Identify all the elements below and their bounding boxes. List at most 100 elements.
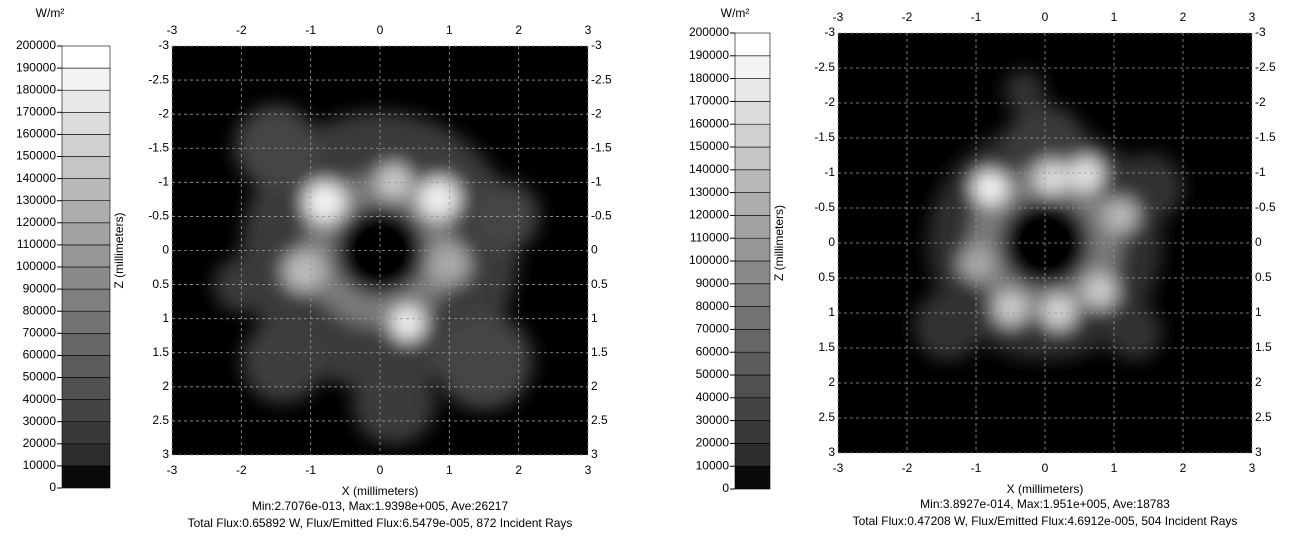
heat-spot	[376, 163, 412, 199]
x-tick-label-top: 0	[1042, 10, 1049, 24]
x-tick-label: -1	[305, 463, 316, 477]
x-tick-label: 0	[1042, 461, 1049, 475]
y-axis-label: Z (millimeters)	[112, 213, 126, 289]
y-tick-label-right: -2	[591, 106, 602, 120]
colorbar-tick-label: 10000	[696, 458, 730, 472]
y-tick-label: 2	[828, 375, 835, 389]
colorbar-tick-label: 150000	[689, 139, 729, 153]
y-tick-label: 1.5	[818, 340, 835, 354]
colorbar-tick-label: 170000	[16, 104, 56, 118]
colorbar-segment	[61, 288, 111, 312]
x-tick-label: 1	[446, 463, 453, 477]
colorbar-tick-label: 200000	[689, 25, 729, 39]
x-tick-label: -2	[902, 461, 913, 475]
y-tick-label: -0.5	[148, 209, 169, 223]
colorbar-tick-label: 20000	[23, 436, 57, 450]
colorbar-unit: W/m²	[36, 6, 65, 20]
colorbar-segment	[61, 178, 111, 202]
y-tick-label-right: 0	[591, 243, 598, 257]
y-tick-label: -3	[824, 25, 835, 39]
colorbar-segment	[61, 266, 111, 290]
colorbar-segment	[734, 420, 771, 444]
x-tick-label: -1	[971, 461, 982, 475]
colorbar-tick-label: 170000	[689, 94, 729, 108]
colorbar-segment	[61, 377, 111, 400]
heat-spot	[993, 291, 1028, 326]
colorbar-segment	[61, 310, 111, 334]
colorbar-segment	[61, 443, 111, 467]
colorbar-tick-label: 160000	[16, 127, 56, 141]
colorbar-segment	[734, 215, 771, 239]
y-tick-label: 2.5	[152, 413, 169, 427]
y-tick-label-right: -1	[1255, 165, 1266, 179]
x-tick-label-top: -3	[833, 10, 844, 24]
y-tick-label-right: 1	[591, 311, 598, 325]
y-tick-label-right: 2	[1255, 375, 1262, 389]
colorbar-tick-label: 160000	[689, 116, 729, 130]
y-tick-label-right: 0.5	[1255, 270, 1272, 284]
colorbar-segment	[61, 465, 111, 489]
heat-halo	[213, 257, 270, 313]
colorbar-tick-label: 110000	[690, 230, 729, 244]
colorbar-tick-label: 90000	[696, 276, 730, 290]
x-tick-label: 3	[585, 463, 592, 477]
colorbar-tick-label: 140000	[16, 171, 56, 185]
colorbar-tick-label: 200000	[16, 38, 56, 52]
y-tick-label: 2.5	[818, 410, 835, 424]
y-tick-label-right: 0	[1255, 235, 1262, 249]
x-axis-label: X (millimeters)	[1007, 482, 1084, 496]
y-tick-label-right: 2.5	[1255, 410, 1272, 424]
colorbar-segment	[61, 156, 111, 179]
colorbar-tick-label: 30000	[696, 413, 730, 427]
y-tick-label-right: -3	[591, 38, 602, 52]
colorbar-tick-label: 180000	[16, 82, 56, 96]
heat-spot	[303, 181, 346, 223]
colorbar-tick-label: 0	[49, 480, 56, 494]
y-tick-label-right: 3	[1255, 445, 1262, 459]
colorbar-segment	[734, 329, 771, 353]
colorbar-segment	[61, 89, 111, 113]
heat-spot	[1034, 160, 1070, 195]
colorbar-tick-label: 120000	[16, 215, 56, 229]
y-tick-label: 0.5	[152, 277, 169, 291]
colorbar-segment	[734, 78, 771, 102]
y-tick-label: 0	[162, 243, 169, 257]
heat-spot	[390, 305, 426, 341]
y-tick-label: 3	[828, 445, 835, 459]
y-tick-label-right: -1.5	[591, 140, 612, 154]
y-tick-label: -2.5	[814, 60, 835, 74]
colorbar-segment	[734, 101, 771, 125]
colorbar-tick-label: 60000	[696, 344, 730, 358]
colorbar-segment	[734, 443, 771, 467]
y-tick-label-right: -2	[1255, 95, 1266, 109]
y-axis-label: Z (millimeters)	[772, 205, 786, 281]
x-tick-label-top: -1	[305, 23, 316, 37]
colorbar-tick-label: 190000	[689, 48, 729, 62]
y-tick-label: -3	[158, 38, 169, 52]
heat-halo	[470, 181, 540, 251]
colorbar-tick-label: 190000	[16, 60, 56, 74]
colorbar-segment	[734, 192, 771, 216]
y-tick-label-right: 2	[591, 379, 598, 393]
colorbar-segment	[734, 351, 771, 376]
colorbar-tick-label: 50000	[696, 367, 730, 381]
colorbar-tick-label: 0	[722, 481, 729, 495]
colorbar-tick-label: 150000	[16, 149, 56, 163]
colorbar-tick-label: 130000	[689, 185, 729, 199]
colorbar-tick-label: 90000	[23, 281, 57, 295]
x-tick-label-top: 3	[585, 23, 592, 37]
heat-spot	[282, 250, 325, 293]
y-tick-label-right: 1.5	[591, 345, 608, 359]
x-tick-label-top: 1	[1111, 10, 1118, 24]
colorbar-segment	[61, 244, 111, 268]
x-tick-label-top: 2	[1180, 10, 1187, 24]
colorbar-tick-label: 60000	[23, 348, 57, 362]
colorbar-tick-label: 140000	[689, 162, 729, 176]
y-tick-label: -1	[824, 165, 835, 179]
colorbar-tick-label: 40000	[23, 392, 57, 406]
colorbar-tick-label: 10000	[23, 458, 57, 472]
stats-caption: Min:2.7076e-013, Max:1.9398e+005, Ave:26…	[252, 499, 509, 513]
colorbar-unit: W/m²	[721, 6, 750, 20]
colorbar-segment	[734, 55, 771, 79]
